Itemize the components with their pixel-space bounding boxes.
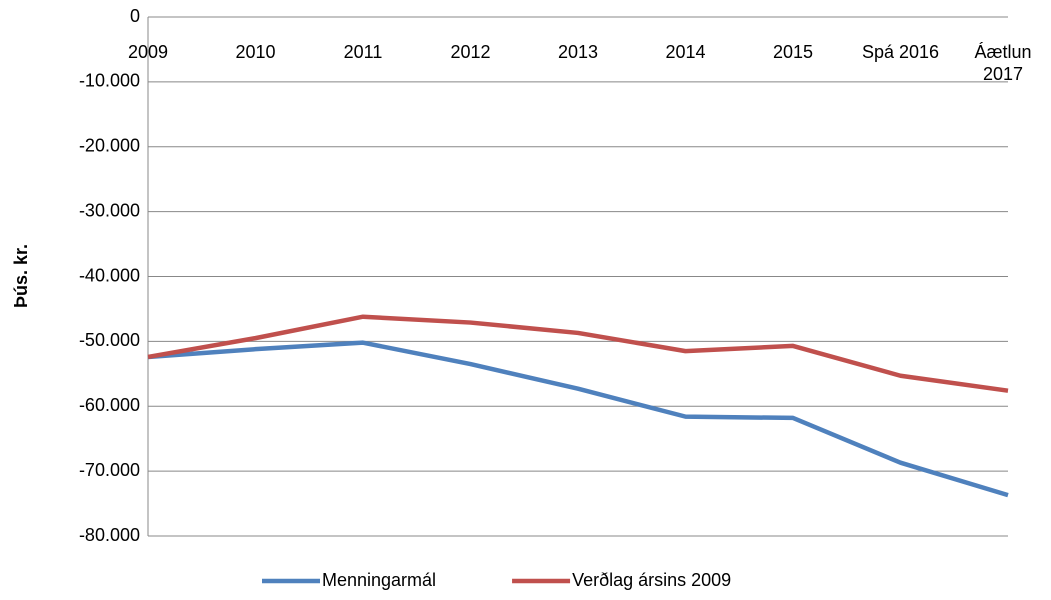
y-axis-label: Þús. kr. <box>11 244 31 308</box>
x-tick-label: Spá 2016 <box>861 42 940 62</box>
x-tick-label: 2010 <box>235 42 276 62</box>
series-line <box>147 314 1009 393</box>
x-tick-label: 2014 <box>665 42 706 62</box>
x-tick-label: 2009 <box>127 42 169 62</box>
y-tick-label: -70.000 <box>79 460 140 480</box>
x-tick-label: 2012 <box>450 42 491 62</box>
x-tick-label: Áætlun 2017 <box>974 42 1032 84</box>
y-tick-label: 0 <box>130 6 140 26</box>
x-tick-label: 2011 <box>343 42 383 62</box>
y-tick-label: -80.000 <box>79 525 140 545</box>
x-tick-label: 2013 <box>557 42 599 62</box>
y-tick-label: -30.000 <box>79 200 140 220</box>
y-tick-label: -10.000 <box>79 71 140 91</box>
y-tick-label: -40.000 <box>79 265 140 285</box>
legend-label: Verðlag ársins 2009 <box>572 570 731 590</box>
y-tick-label: -60.000 <box>79 395 140 415</box>
x-tick-label: 2015 <box>772 42 814 62</box>
legend-label: Menningarmál <box>322 570 436 590</box>
y-tick-label: -20.000 <box>79 136 140 156</box>
y-tick-label: -50.000 <box>79 330 140 350</box>
series-line <box>147 340 1009 498</box>
